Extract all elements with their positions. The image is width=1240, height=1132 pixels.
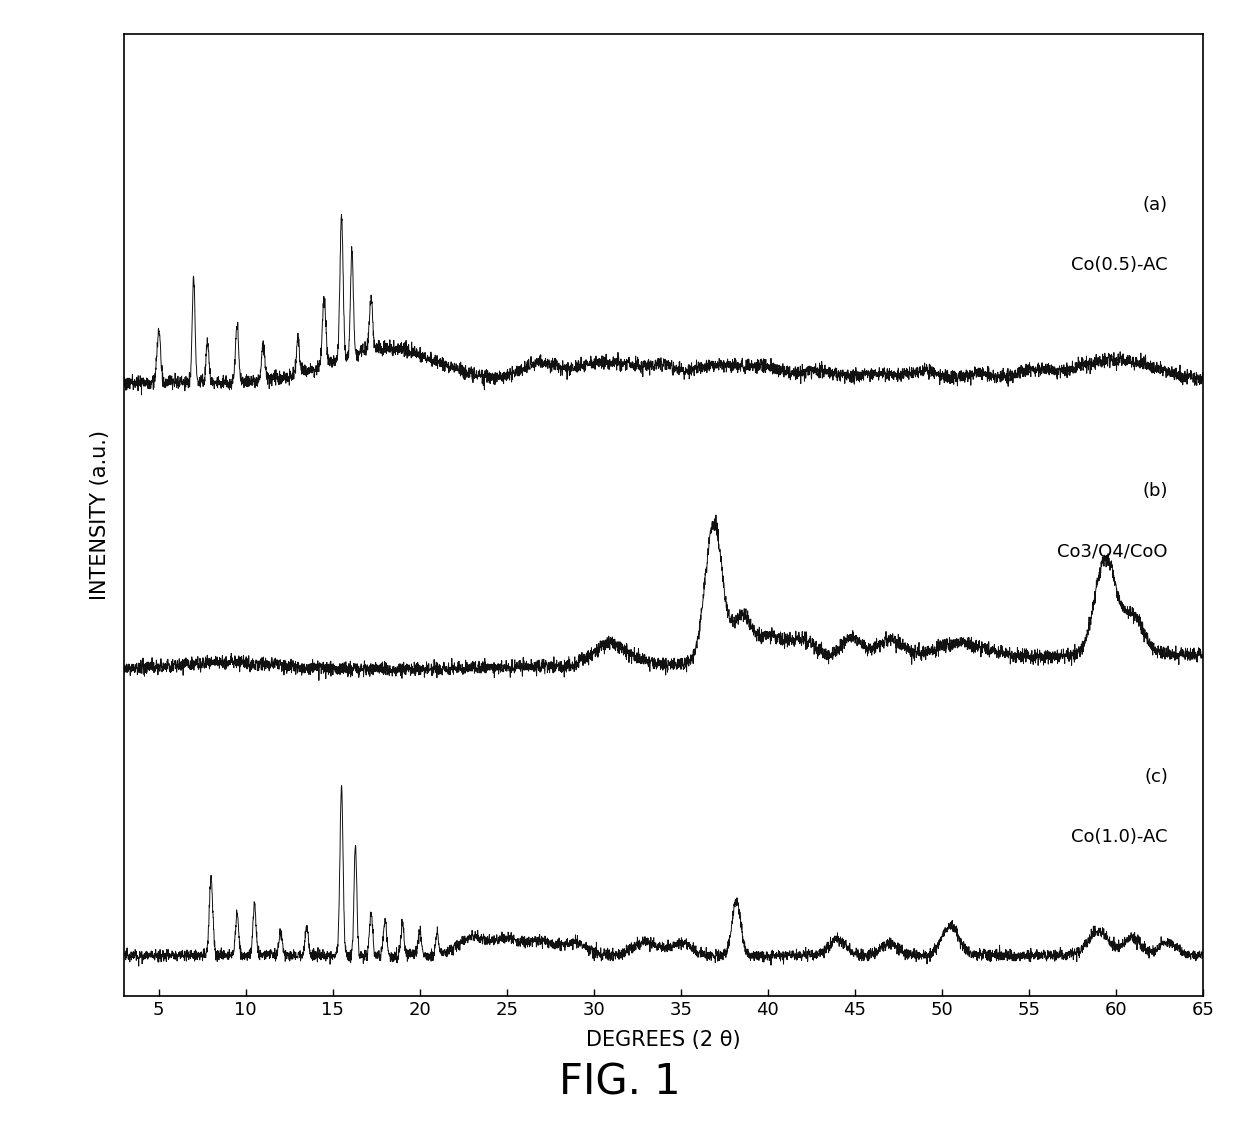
Y-axis label: INTENSITY (a.u.): INTENSITY (a.u.) (91, 430, 110, 600)
Text: (c): (c) (1145, 767, 1168, 786)
Text: Co3/O4/CoO: Co3/O4/CoO (1058, 542, 1168, 560)
Text: Co(0.5)-AC: Co(0.5)-AC (1071, 257, 1168, 274)
Text: (a): (a) (1143, 196, 1168, 214)
Text: FIG. 1: FIG. 1 (559, 1062, 681, 1104)
Text: Co(1.0)-AC: Co(1.0)-AC (1071, 827, 1168, 846)
X-axis label: DEGREES (2 θ): DEGREES (2 θ) (587, 1030, 740, 1050)
Text: (b): (b) (1142, 482, 1168, 500)
